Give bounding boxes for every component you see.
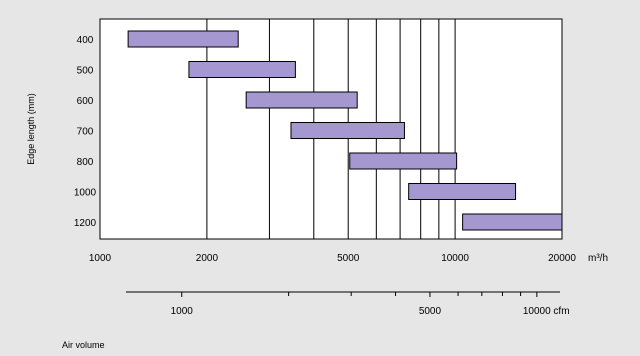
x-tick-label-20000: 20000 bbox=[548, 253, 576, 264]
y-category-label-800: 800 bbox=[77, 157, 94, 168]
y-axis-label: Edge length (mm) bbox=[26, 93, 36, 165]
y-category-label-1000: 1000 bbox=[74, 188, 97, 199]
bar-600 bbox=[245, 91, 358, 109]
x-tick-label-2000: 2000 bbox=[196, 253, 219, 264]
x-tick-label-5000: 5000 bbox=[337, 253, 360, 264]
x-tick-labels: 1000 2000 5000 10000 20000 bbox=[89, 253, 576, 264]
x-tick-label-10000: 10000 bbox=[441, 253, 469, 264]
x-axis-unit: m³/h bbox=[588, 253, 608, 264]
bar-1200 bbox=[462, 213, 563, 231]
secondary-tick-label-10000: 10000 cfm bbox=[523, 306, 570, 317]
y-category-label-700: 700 bbox=[77, 127, 94, 138]
bar-800 bbox=[349, 152, 458, 170]
secondary-axis: 1000 5000 10000 cfm bbox=[126, 291, 570, 317]
y-category-label-500: 500 bbox=[77, 66, 94, 77]
x-tick-label-1000: 1000 bbox=[89, 253, 112, 264]
bar-1000 bbox=[408, 183, 517, 200]
x-axis-label: Air volume bbox=[62, 340, 105, 350]
y-category-label-1200: 1200 bbox=[74, 218, 97, 229]
y-category-label-600: 600 bbox=[77, 96, 94, 107]
bar-500 bbox=[188, 61, 296, 78]
y-category-labels: 400 500 600 700 800 1000 1200 bbox=[74, 35, 97, 229]
bars bbox=[127, 30, 563, 231]
y-category-label-400: 400 bbox=[77, 35, 94, 46]
secondary-tick-label-5000: 5000 bbox=[419, 306, 442, 317]
secondary-tick-label-1000: 1000 bbox=[171, 306, 194, 317]
bar-700 bbox=[290, 122, 405, 139]
bar-400 bbox=[127, 30, 239, 48]
